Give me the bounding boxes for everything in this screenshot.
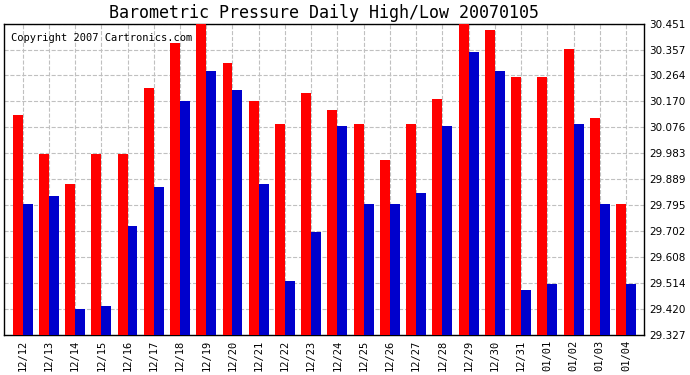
- Bar: [117, 154, 128, 335]
- Bar: [521, 290, 531, 335]
- Bar: [49, 195, 59, 335]
- Bar: [573, 124, 584, 335]
- Bar: [511, 76, 521, 335]
- Bar: [248, 102, 259, 335]
- Bar: [233, 90, 242, 335]
- Text: Copyright 2007 Cartronics.com: Copyright 2007 Cartronics.com: [10, 33, 192, 43]
- Bar: [469, 52, 479, 335]
- Bar: [495, 71, 505, 335]
- Bar: [380, 160, 390, 335]
- Bar: [285, 281, 295, 335]
- Bar: [442, 126, 453, 335]
- Bar: [538, 76, 547, 335]
- Bar: [65, 184, 75, 335]
- Bar: [406, 124, 416, 335]
- Bar: [328, 110, 337, 335]
- Bar: [39, 154, 49, 335]
- Bar: [600, 204, 610, 335]
- Bar: [128, 226, 137, 335]
- Bar: [337, 126, 347, 335]
- Bar: [75, 309, 85, 335]
- Bar: [311, 231, 321, 335]
- Bar: [222, 63, 233, 335]
- Bar: [206, 71, 216, 335]
- Bar: [416, 193, 426, 335]
- Bar: [23, 204, 32, 335]
- Bar: [590, 118, 600, 335]
- Bar: [91, 154, 101, 335]
- Bar: [626, 284, 636, 335]
- Bar: [616, 204, 626, 335]
- Bar: [170, 44, 180, 335]
- Bar: [364, 204, 374, 335]
- Bar: [485, 30, 495, 335]
- Bar: [547, 284, 558, 335]
- Bar: [196, 24, 206, 335]
- Bar: [12, 115, 23, 335]
- Bar: [564, 49, 573, 335]
- Bar: [259, 184, 268, 335]
- Bar: [275, 124, 285, 335]
- Bar: [354, 124, 364, 335]
- Bar: [459, 24, 469, 335]
- Bar: [433, 99, 442, 335]
- Bar: [154, 187, 164, 335]
- Bar: [302, 93, 311, 335]
- Bar: [144, 88, 154, 335]
- Title: Barometric Pressure Daily High/Low 20070105: Barometric Pressure Daily High/Low 20070…: [109, 4, 540, 22]
- Bar: [390, 204, 400, 335]
- Bar: [101, 306, 111, 335]
- Bar: [180, 102, 190, 335]
